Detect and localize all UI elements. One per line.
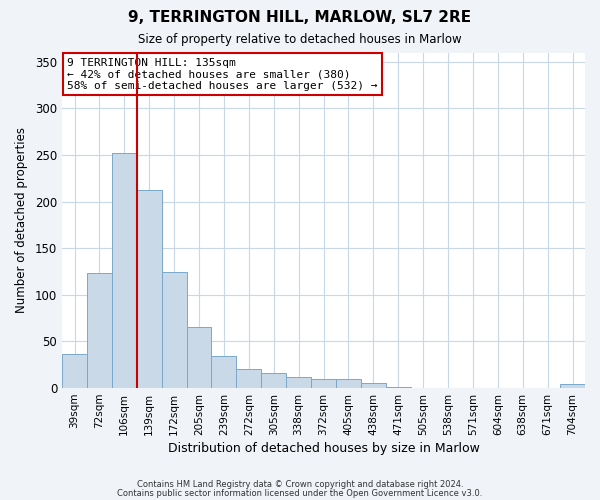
Bar xyxy=(286,377,311,388)
Bar xyxy=(236,370,261,388)
Bar xyxy=(560,384,585,388)
Bar xyxy=(361,384,386,388)
Text: Contains HM Land Registry data © Crown copyright and database right 2024.: Contains HM Land Registry data © Crown c… xyxy=(137,480,463,489)
Bar xyxy=(211,356,236,388)
Bar xyxy=(62,354,87,388)
Text: Contains public sector information licensed under the Open Government Licence v3: Contains public sector information licen… xyxy=(118,488,482,498)
Bar xyxy=(87,274,112,388)
Bar xyxy=(261,373,286,388)
Bar xyxy=(187,328,211,388)
Bar xyxy=(386,387,410,388)
Bar xyxy=(336,378,361,388)
X-axis label: Distribution of detached houses by size in Marlow: Distribution of detached houses by size … xyxy=(167,442,479,455)
Y-axis label: Number of detached properties: Number of detached properties xyxy=(15,128,28,314)
Bar xyxy=(161,272,187,388)
Text: Size of property relative to detached houses in Marlow: Size of property relative to detached ho… xyxy=(138,32,462,46)
Text: 9, TERRINGTON HILL, MARLOW, SL7 2RE: 9, TERRINGTON HILL, MARLOW, SL7 2RE xyxy=(128,10,472,25)
Text: 9 TERRINGTON HILL: 135sqm
← 42% of detached houses are smaller (380)
58% of semi: 9 TERRINGTON HILL: 135sqm ← 42% of detac… xyxy=(67,58,378,90)
Bar xyxy=(112,153,137,388)
Bar xyxy=(311,378,336,388)
Bar xyxy=(137,190,161,388)
